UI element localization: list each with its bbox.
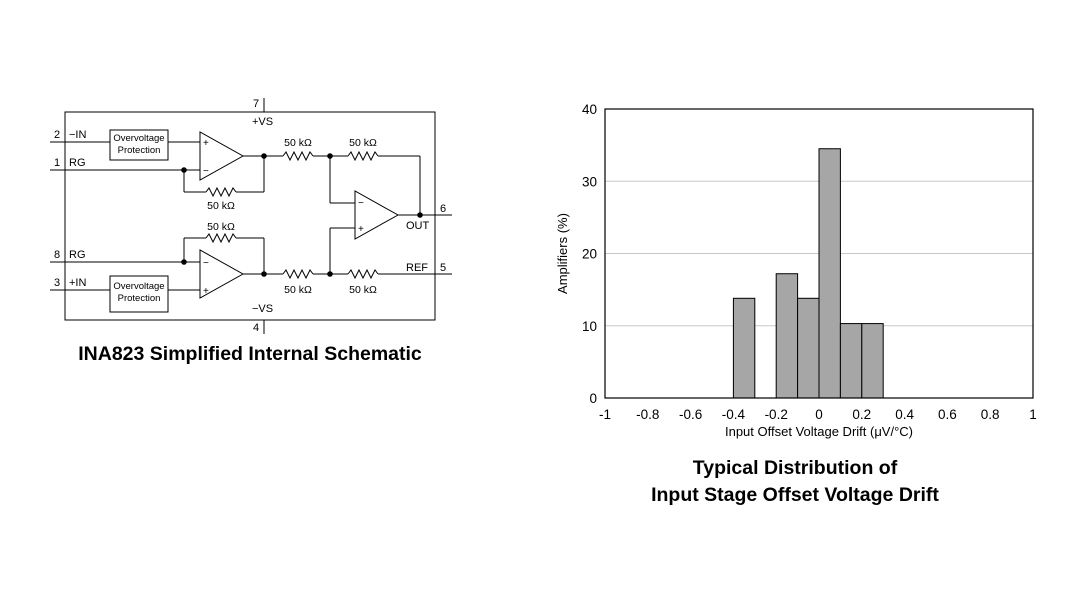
protection-bottom-label-1: Overvoltage bbox=[113, 281, 164, 292]
pin-7-number: 7 bbox=[253, 98, 259, 110]
svg-text:−: − bbox=[203, 258, 209, 269]
svg-text:−: − bbox=[203, 166, 209, 177]
pin-4-label: −VS bbox=[252, 303, 273, 315]
x-tick-label-10: 1 bbox=[1029, 407, 1037, 422]
resistor-top-series bbox=[282, 150, 314, 162]
protection-bottom-label-2: Protection bbox=[118, 293, 161, 304]
histogram-bar-2 bbox=[797, 297, 820, 399]
pin-8-number: 8 bbox=[54, 249, 60, 261]
input-amp-bottom bbox=[199, 249, 245, 299]
x-tick-label-1: -0.8 bbox=[636, 407, 659, 422]
pin-5-number: 5 bbox=[440, 262, 446, 274]
pin-5-label: REF bbox=[406, 262, 428, 274]
plot-frame bbox=[604, 108, 1034, 399]
difference-amp bbox=[354, 190, 400, 240]
histogram-bar-1 bbox=[775, 273, 799, 399]
protection-top-label-1: Overvoltage bbox=[113, 133, 164, 144]
x-tick-label-9: 0.8 bbox=[981, 407, 1000, 422]
x-tick-label-2: -0.6 bbox=[679, 407, 702, 422]
resistor-label-fb-bottom: 50 kΩ bbox=[207, 221, 235, 233]
pin-7-label: +VS bbox=[252, 116, 273, 128]
x-tick-label-6: 0.2 bbox=[852, 407, 871, 422]
chart-title-line-1: Typical Distribution of bbox=[692, 457, 898, 479]
x-axis-label: Input Offset Voltage Drift (μV/°C) bbox=[725, 424, 913, 439]
histogram-bar-5 bbox=[861, 323, 884, 399]
resistor-top-feedback bbox=[347, 150, 379, 162]
chart-title-line-2: Input Stage Offset Voltage Drift bbox=[651, 484, 939, 506]
resistor-ref bbox=[347, 268, 379, 280]
tick-layer: 0 10 20 30 40 -1 -0.8 -0.6 -0.4 -0.2 0 0.2 0.4 0.6 0.8… bbox=[582, 102, 1037, 422]
package-outline bbox=[64, 111, 436, 321]
schematic-title: INA823 Simplified Internal Schematic bbox=[78, 343, 422, 365]
chart-title: Typical Distribution of Input Stage Offs… bbox=[560, 455, 1030, 509]
resistor-fb-bottom bbox=[205, 232, 237, 244]
resistor-label-fb-top: 50 kΩ bbox=[207, 200, 235, 212]
resistor-fb-top bbox=[205, 186, 237, 198]
overvoltage-protection-bottom bbox=[109, 275, 169, 313]
overvoltage-protection-top bbox=[109, 129, 169, 161]
y-tick-label-4: 40 bbox=[582, 102, 597, 117]
x-tick-label-8: 0.6 bbox=[938, 407, 957, 422]
pin-8-label: RG bbox=[69, 249, 86, 261]
pin-3-number: 3 bbox=[54, 277, 60, 289]
y-tick-label-0: 0 bbox=[589, 391, 597, 406]
pin-4-number: 4 bbox=[253, 322, 259, 334]
x-tick-label-4: -0.2 bbox=[765, 407, 788, 422]
protection-top-label-2: Protection bbox=[118, 145, 161, 156]
pin-1-number: 1 bbox=[54, 157, 60, 169]
y-axis-label: Amplifiers (%) bbox=[555, 213, 570, 294]
x-tick-label-5: 0 bbox=[815, 407, 823, 422]
pin-2-number: 2 bbox=[54, 129, 60, 141]
x-tick-label-3: -0.4 bbox=[722, 407, 746, 422]
y-tick-label-3: 30 bbox=[582, 174, 597, 189]
svg-text:+: + bbox=[358, 224, 364, 235]
x-tick-label-7: 0.4 bbox=[895, 407, 914, 422]
histogram-bar-3 bbox=[818, 148, 841, 399]
histogram-bar-0 bbox=[732, 297, 756, 399]
svg-text:+: + bbox=[203, 138, 209, 149]
resistor-label-ref: 50 kΩ bbox=[349, 284, 377, 296]
resistor-label-top-feedback: 50 kΩ bbox=[349, 137, 377, 149]
pin-6-label: OUT bbox=[406, 220, 430, 232]
svg-text:+: + bbox=[203, 286, 209, 297]
pin-2-label: −IN bbox=[69, 129, 86, 141]
pin-3-label: +IN bbox=[69, 277, 86, 289]
resistor-label-top-series: 50 kΩ bbox=[284, 137, 312, 149]
y-tick-label-1: 10 bbox=[582, 319, 597, 334]
pin-1-label: RG bbox=[69, 157, 86, 169]
svg-text:−: − bbox=[358, 198, 364, 209]
input-amp-top bbox=[199, 131, 245, 181]
bar-layer bbox=[732, 148, 884, 399]
resistor-bottom-series bbox=[282, 268, 314, 280]
pin-6-number: 6 bbox=[440, 203, 446, 215]
y-tick-label-2: 20 bbox=[582, 247, 597, 262]
resistor-label-bottom-series: 50 kΩ bbox=[284, 284, 312, 296]
x-tick-label-0: -1 bbox=[599, 407, 611, 422]
histogram-bar-4 bbox=[839, 323, 863, 399]
